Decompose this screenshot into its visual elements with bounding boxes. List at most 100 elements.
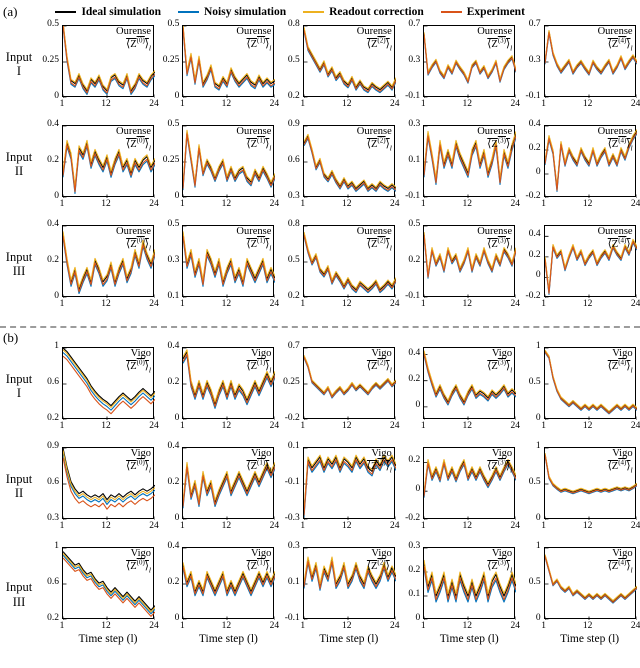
series-line-experiment xyxy=(63,236,155,292)
series-line-ideal-simulation xyxy=(183,564,275,591)
panel-b-label: (b) xyxy=(3,330,19,345)
x-tick-label: 12 xyxy=(101,199,111,209)
plot-area xyxy=(304,348,396,420)
y-tick-label: 0.25 xyxy=(162,155,180,165)
x-tick-label: 1 xyxy=(180,521,185,531)
x-tick-label: 1 xyxy=(300,621,306,631)
series-line-experiment xyxy=(545,133,637,191)
axes-box: Vigo ⟨Z(4)⟩l xyxy=(543,447,637,520)
axis-tick-marks xyxy=(545,448,637,520)
y-tick-label: 1 xyxy=(535,441,541,451)
x-tick-label: 24 xyxy=(510,99,520,109)
axes-box: Ourense ⟨Z(2)⟩l xyxy=(302,25,395,97)
series-line-readout-correction xyxy=(63,231,155,287)
x-tick-label: 24 xyxy=(149,199,159,209)
y-tick-label: 0.1 xyxy=(167,291,180,301)
x-tick-label: 12 xyxy=(462,421,472,431)
x-tick-label: 1 xyxy=(59,521,65,531)
axes-box: Ourense ⟨Z(2)⟩l xyxy=(302,225,396,298)
y-tick-label: 0 xyxy=(535,167,541,177)
x-tick-label: 12 xyxy=(582,621,593,631)
series-line-noisy-simulation xyxy=(63,453,155,505)
x-tick-label: 12 xyxy=(342,299,352,309)
subplot-ourense-input-II-Z3: -0.1 0.1 0.3 Ourense ⟨Z(3)⟩l 1 12 24 xyxy=(399,119,520,222)
legend-line-swatch-readout-correction xyxy=(303,11,325,13)
x-tick-label: 12 xyxy=(582,99,593,109)
axis-tick-marks xyxy=(183,126,275,198)
series-line-readout-correction xyxy=(424,560,516,594)
series-line-ideal-simulation xyxy=(545,454,637,492)
input-numeral: I xyxy=(16,386,22,400)
y-tick-label: 0.6 xyxy=(47,477,59,487)
series-line-experiment xyxy=(63,26,155,93)
y-tick-label: 0 xyxy=(174,413,180,423)
x-tick-label: 12 xyxy=(221,521,232,531)
y-tick-label: 0.5 xyxy=(528,577,541,587)
series-line-ideal-simulation xyxy=(63,348,155,406)
series-line-readout-correction xyxy=(63,553,155,612)
x-tick-label: 12 xyxy=(101,521,111,531)
axis-tick-marks xyxy=(63,548,155,620)
series-line-readout-correction xyxy=(545,350,637,411)
x-tick-label: 12 xyxy=(582,199,593,209)
x-tick-label: 12 xyxy=(462,299,472,309)
axis-tick-marks xyxy=(63,126,155,198)
axis-tick-marks xyxy=(424,355,516,421)
y-tick-label: 0.2 xyxy=(167,477,180,487)
x-tick-label: 12 xyxy=(342,99,352,109)
x-tick-label: 24 xyxy=(269,299,280,309)
series-line-readout-correction xyxy=(63,450,155,502)
axes-box: Vigo ⟨Z(4)⟩l xyxy=(543,547,637,620)
axes-box: Ourense ⟨Z(3)⟩l xyxy=(423,225,515,297)
panel-b-row: (b) xyxy=(0,329,640,345)
series-line-readout-correction xyxy=(424,32,516,80)
y-tick-label: 0.5 xyxy=(287,255,300,265)
plot-area xyxy=(304,226,396,298)
series-line-noisy-simulation xyxy=(545,456,637,494)
x-tick-label: 12 xyxy=(221,421,232,431)
x-tick-label: 24 xyxy=(630,421,640,431)
series-line-readout-correction xyxy=(545,554,637,600)
series-line-experiment xyxy=(63,558,155,617)
x-tick-label: 12 xyxy=(221,299,232,309)
series-line-readout-correction xyxy=(424,232,516,274)
series-line-readout-correction xyxy=(304,557,396,584)
series-line-ideal-simulation xyxy=(304,136,396,189)
y-tick-label: 0.3 xyxy=(408,541,421,551)
y-tick-label: 0.4 xyxy=(408,347,421,358)
series-line-readout-correction xyxy=(304,134,396,187)
y-tick-label: 0.3 xyxy=(167,255,180,265)
series-line-readout-correction xyxy=(424,351,516,401)
y-tick-label: 0 xyxy=(54,91,59,101)
x-tick-label: 12 xyxy=(221,621,232,631)
y-tick-label: 0.5 xyxy=(47,19,59,29)
x-tick-label: 1 xyxy=(180,421,185,431)
axis-tick-marks xyxy=(304,348,396,420)
x-tick-label: 1 xyxy=(180,621,185,631)
y-tick-label: 0.2 xyxy=(167,577,180,587)
series-line-ideal-simulation xyxy=(424,562,516,596)
series-line-experiment xyxy=(183,467,275,507)
axes-box: Vigo ⟨Z(3)⟩l xyxy=(423,347,515,419)
series-line-experiment xyxy=(424,354,516,404)
y-tick-label: 0.4 xyxy=(167,441,180,451)
y-tick-label: 1 xyxy=(54,341,59,351)
legend-label: Noisy simulation xyxy=(204,6,287,18)
series-line-experiment xyxy=(304,357,396,397)
axis-tick-marks xyxy=(304,448,396,520)
y-tick-label: 0 xyxy=(535,613,541,623)
series-line-readout-correction xyxy=(63,350,155,408)
x-tick-label: 12 xyxy=(582,521,593,531)
axes-box: Vigo ⟨Z(2)⟩l xyxy=(302,447,396,520)
x-tick-label: 1 xyxy=(300,299,306,309)
plot-area xyxy=(424,448,516,520)
plot-area xyxy=(545,548,637,620)
x-tick-label: 24 xyxy=(390,421,400,431)
y-tick-label: 0.7 xyxy=(287,341,300,351)
plot-area xyxy=(424,348,516,420)
y-tick-label: 0 xyxy=(174,91,180,101)
series-line-experiment xyxy=(545,556,637,602)
x-tick-label: 24 xyxy=(269,421,280,431)
plot-area xyxy=(183,226,275,298)
subplot-vigo-input-I-Z0: 0.2 0.6 1 Vigo ⟨Z(0)⟩l 1 12 24 xyxy=(38,341,159,444)
